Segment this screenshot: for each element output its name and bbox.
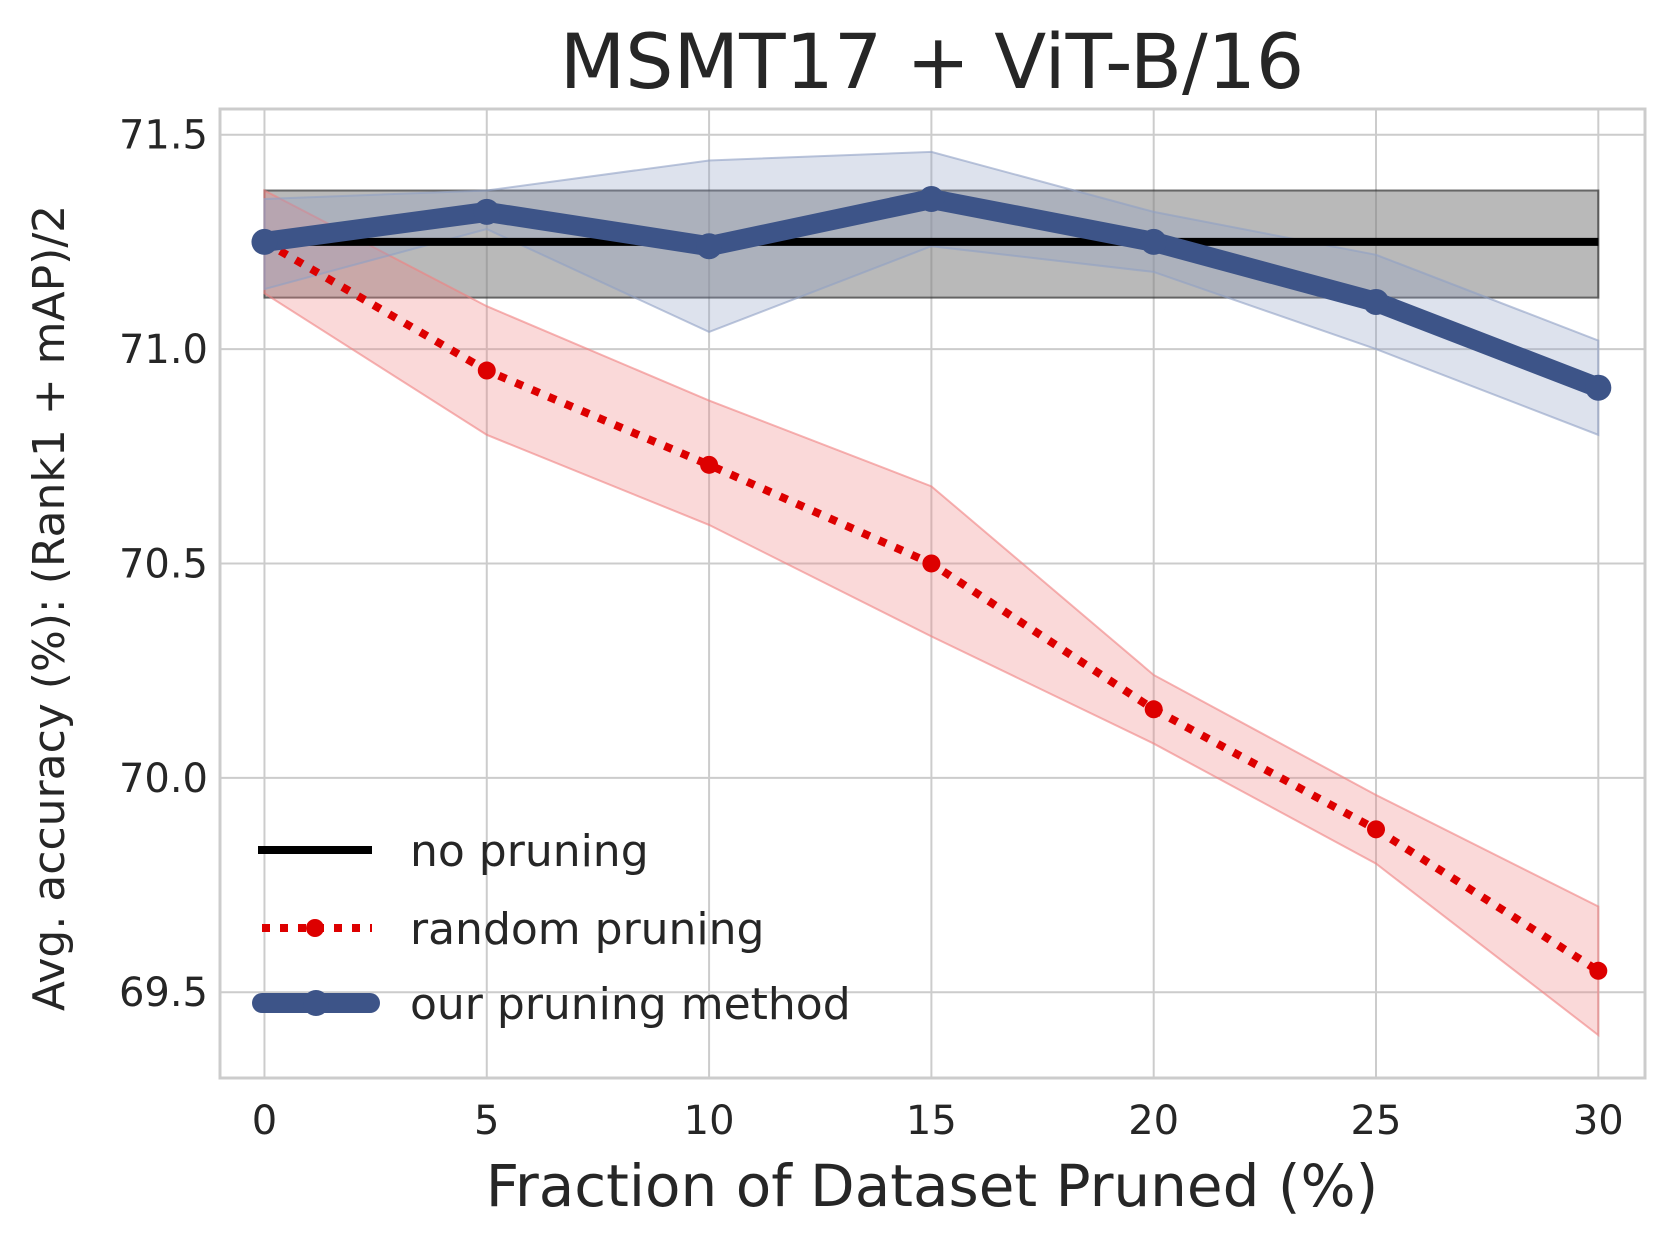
legend-label-random-pruning: random pruning: [410, 904, 764, 955]
point-our-pruning-method: [473, 198, 500, 225]
y-tick-label: 69.5: [119, 970, 208, 1016]
legend: no pruning random pruning our pruning me…: [252, 826, 851, 1030]
chart-title: MSMT17 + ViT-B/16: [560, 17, 1305, 106]
legend-label-our-pruning-method: our pruning method: [410, 979, 851, 1030]
y-tick-label: 71.0: [119, 327, 208, 373]
point-random-pruning: [1367, 820, 1386, 839]
point-our-pruning-method: [918, 186, 945, 213]
point-our-pruning-method: [1585, 374, 1612, 401]
x-tick-label: 0: [252, 1098, 277, 1144]
y-tick-label: 70.0: [119, 756, 208, 802]
point-our-pruning-method: [251, 228, 278, 255]
x-tick-label: 5: [474, 1098, 499, 1144]
x-tick-label: 15: [906, 1098, 957, 1144]
plot-frame: [218, 107, 1647, 1080]
series-markers: [251, 186, 1612, 980]
point-random-pruning: [700, 455, 719, 474]
point-our-pruning-method: [1140, 228, 1167, 255]
point-random-pruning: [1589, 961, 1608, 980]
x-tick-label: 25: [1351, 1098, 1402, 1144]
x-tick-labels: 0 5 10 15 20 25 30: [252, 1098, 1624, 1144]
point-random-pruning: [922, 554, 941, 573]
point-random-pruning: [1144, 700, 1163, 719]
legend-label-no-pruning: no pruning: [410, 826, 649, 877]
y-axis-label: Avg. accuracy (%): (Rank1 + mAP)/2: [24, 205, 75, 1011]
legend-marker-our-pruning-method: [303, 990, 329, 1016]
point-random-pruning: [477, 361, 496, 380]
point-our-pruning-method: [1363, 288, 1390, 315]
x-tick-label: 20: [1128, 1098, 1179, 1144]
y-tick-labels: 69.5 70.0 70.5 71.0 71.5: [119, 113, 208, 1017]
y-tick-label: 71.5: [119, 113, 208, 159]
y-tick-label: 70.5: [119, 541, 208, 587]
x-tick-label: 10: [684, 1098, 735, 1144]
x-tick-label: 30: [1573, 1098, 1624, 1144]
point-our-pruning-method: [696, 233, 723, 260]
x-axis-label: Fraction of Dataset Pruned (%): [486, 1152, 1379, 1220]
band-random-pruning: [263, 188, 1600, 1038]
legend-marker-random-pruning: [306, 919, 324, 937]
